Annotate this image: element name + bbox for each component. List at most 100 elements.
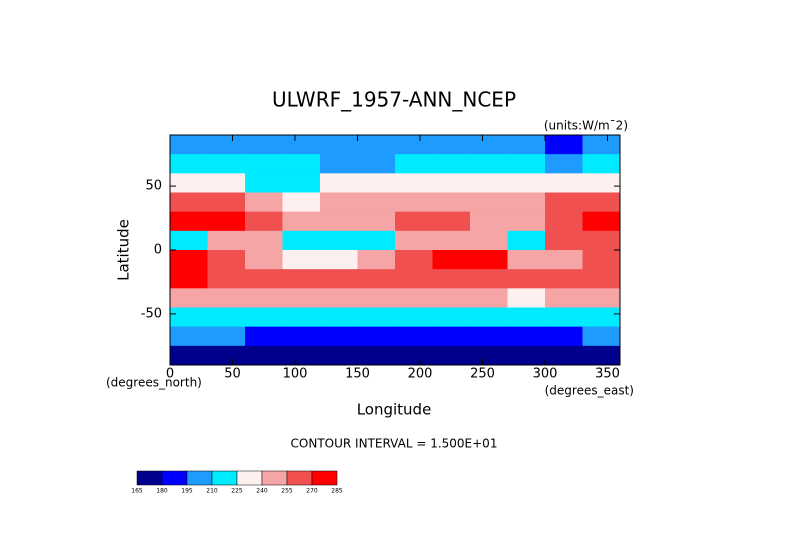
cell (432, 345, 471, 366)
cell (320, 307, 358, 328)
cell (170, 135, 208, 155)
cell (357, 326, 396, 347)
cell (582, 211, 621, 232)
colorbar-swatch (136, 470, 163, 486)
cell (207, 326, 246, 347)
cell (245, 269, 283, 289)
cell (357, 192, 396, 213)
colorbar-label: 180 (156, 488, 168, 495)
cell (170, 307, 208, 328)
cell (207, 173, 246, 193)
cell (582, 154, 621, 174)
cell (470, 154, 508, 174)
y-axis-label: Latitude (115, 219, 133, 281)
cell (582, 307, 621, 328)
cell (545, 307, 583, 328)
cell (320, 230, 358, 251)
x-tick-label: 0 (166, 367, 174, 382)
colorbar-label: 210 (206, 488, 218, 495)
cell (395, 250, 433, 270)
cell (432, 211, 471, 232)
y-axis-units: (degrees_north) (106, 376, 202, 390)
cell (320, 250, 358, 270)
cell (432, 230, 471, 251)
cell (470, 135, 508, 155)
cell (395, 345, 433, 366)
cell (207, 211, 246, 232)
cell (357, 307, 396, 328)
cell (245, 288, 283, 308)
cell (545, 173, 583, 193)
cell (432, 326, 471, 347)
cell (432, 269, 471, 289)
cell (320, 269, 358, 289)
x-tick-label: 350 (595, 367, 620, 382)
cell (170, 173, 208, 193)
cell (282, 250, 321, 270)
colorbar-label: 285 (331, 488, 343, 495)
cell (582, 326, 621, 347)
cell (207, 250, 246, 270)
cell (582, 345, 621, 366)
colorbar-swatch (211, 470, 238, 486)
colorbar-swatch (311, 470, 338, 486)
cell (395, 192, 433, 213)
cell (507, 135, 546, 155)
chart-subtitle: (units:W/m¯2) (544, 119, 628, 133)
cell (320, 192, 358, 213)
x-tick-label: 50 (224, 367, 241, 382)
cell (282, 173, 321, 193)
cell (582, 173, 621, 193)
cell (395, 135, 433, 155)
x-tick-label: 250 (470, 367, 495, 382)
cell (545, 154, 583, 174)
cell (170, 345, 208, 366)
cell (170, 211, 208, 232)
cell (245, 154, 283, 174)
cell (207, 269, 246, 289)
cell (245, 192, 283, 213)
cell (432, 192, 471, 213)
cell (507, 269, 546, 289)
cell (470, 288, 508, 308)
x-axis-units: (degrees_east) (545, 384, 634, 398)
x-tick-label: 300 (533, 367, 558, 382)
cell (282, 135, 321, 155)
cell (582, 192, 621, 213)
cell (282, 154, 321, 174)
y-tick-label: 0 (154, 243, 162, 258)
cell (470, 269, 508, 289)
cell (395, 307, 433, 328)
colorbar-swatch (261, 470, 288, 486)
cell (170, 326, 208, 347)
colorbar-label: 225 (231, 488, 243, 495)
chart-title: ULWRF_1957-ANN_NCEP (272, 88, 516, 112)
cell (170, 269, 208, 289)
cell (282, 326, 321, 347)
cell (432, 173, 471, 193)
cell (470, 173, 508, 193)
cell (207, 154, 246, 174)
cell (432, 288, 471, 308)
cell (320, 173, 358, 193)
colorbar-swatch (236, 470, 263, 486)
cell (357, 345, 396, 366)
cell (245, 345, 283, 366)
cell (395, 230, 433, 251)
cell (170, 288, 208, 308)
colorbar-label: 195 (181, 488, 193, 495)
cell (470, 250, 508, 270)
cell (395, 269, 433, 289)
cell (320, 326, 358, 347)
cell (357, 230, 396, 251)
cell (470, 192, 508, 213)
cell (357, 250, 396, 270)
cell (545, 326, 583, 347)
cell (545, 288, 583, 308)
cell (507, 211, 546, 232)
cell (545, 250, 583, 270)
cell (320, 211, 358, 232)
note: CONTOUR INTERVAL = 1.500E+01 (291, 437, 498, 451)
x-tick-label: 150 (345, 367, 370, 382)
